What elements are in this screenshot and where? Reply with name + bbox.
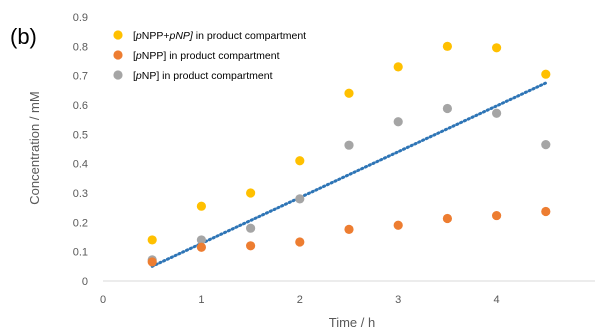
y-tick-label: 0 bbox=[82, 276, 88, 288]
data-point bbox=[196, 201, 206, 211]
legend-entry-label: [pNPP] in product compartment bbox=[133, 50, 280, 62]
data-point bbox=[246, 223, 256, 233]
data-point bbox=[246, 241, 256, 251]
data-point bbox=[246, 188, 256, 198]
legend-marker bbox=[113, 70, 123, 80]
x-tick-label: 1 bbox=[198, 294, 204, 306]
y-tick-label: 0.2 bbox=[73, 217, 88, 229]
x-tick-label: 0 bbox=[100, 294, 106, 306]
legend: [pNPP+pNP] in product compartment [pNPP] … bbox=[113, 30, 306, 82]
x-tick-label: 2 bbox=[297, 294, 303, 306]
data-point bbox=[492, 43, 502, 53]
trendline-path bbox=[150, 81, 548, 268]
data-points bbox=[147, 41, 551, 267]
legend-marker bbox=[113, 30, 123, 40]
y-tick-label: 0.1 bbox=[73, 247, 88, 259]
x-tick-label: 3 bbox=[395, 294, 401, 306]
data-point bbox=[295, 194, 305, 204]
data-point bbox=[541, 140, 551, 150]
data-point bbox=[442, 103, 452, 114]
data-point bbox=[442, 41, 452, 51]
data-point bbox=[196, 235, 206, 245]
data-point bbox=[344, 88, 354, 98]
y-tick-label: 0.4 bbox=[73, 159, 88, 171]
y-tick-label: 0.8 bbox=[73, 41, 88, 53]
y-tick-label: 0.9 bbox=[73, 12, 88, 24]
legend-entry-label: [pNPP+pNP] in product compartment bbox=[133, 30, 306, 42]
data-point bbox=[393, 62, 403, 72]
data-point bbox=[393, 117, 403, 127]
trendline bbox=[150, 81, 548, 268]
axes: 0 0.1 0.2 0.3 0.4 0.5 0.6 0.7 0.8 0.9 0 1 2 3 4 bbox=[73, 12, 595, 306]
legend-marker bbox=[113, 50, 123, 60]
y-tick-label: 0.6 bbox=[73, 100, 88, 112]
data-point bbox=[147, 257, 157, 267]
data-point bbox=[393, 220, 403, 230]
data-point bbox=[492, 210, 502, 221]
data-point bbox=[344, 224, 354, 234]
legend-entry-label: [pNP] in product compartment bbox=[133, 70, 273, 82]
data-point bbox=[541, 206, 551, 217]
x-tick-label: 4 bbox=[494, 294, 500, 306]
x-axis-title: Time / h bbox=[329, 315, 375, 330]
data-point bbox=[295, 237, 305, 247]
y-tick-label: 0.5 bbox=[73, 129, 88, 141]
y-tick-label: 0.7 bbox=[73, 71, 88, 83]
y-axis-title: Concentration / mM bbox=[27, 91, 42, 204]
data-point bbox=[344, 140, 354, 150]
data-point bbox=[295, 156, 305, 166]
y-tick-label: 0.3 bbox=[73, 188, 88, 200]
panel-label: (b) bbox=[10, 24, 37, 49]
data-point bbox=[541, 69, 551, 79]
data-point bbox=[196, 242, 206, 252]
data-point bbox=[442, 213, 452, 224]
data-point bbox=[492, 108, 502, 118]
data-point bbox=[147, 235, 157, 245]
